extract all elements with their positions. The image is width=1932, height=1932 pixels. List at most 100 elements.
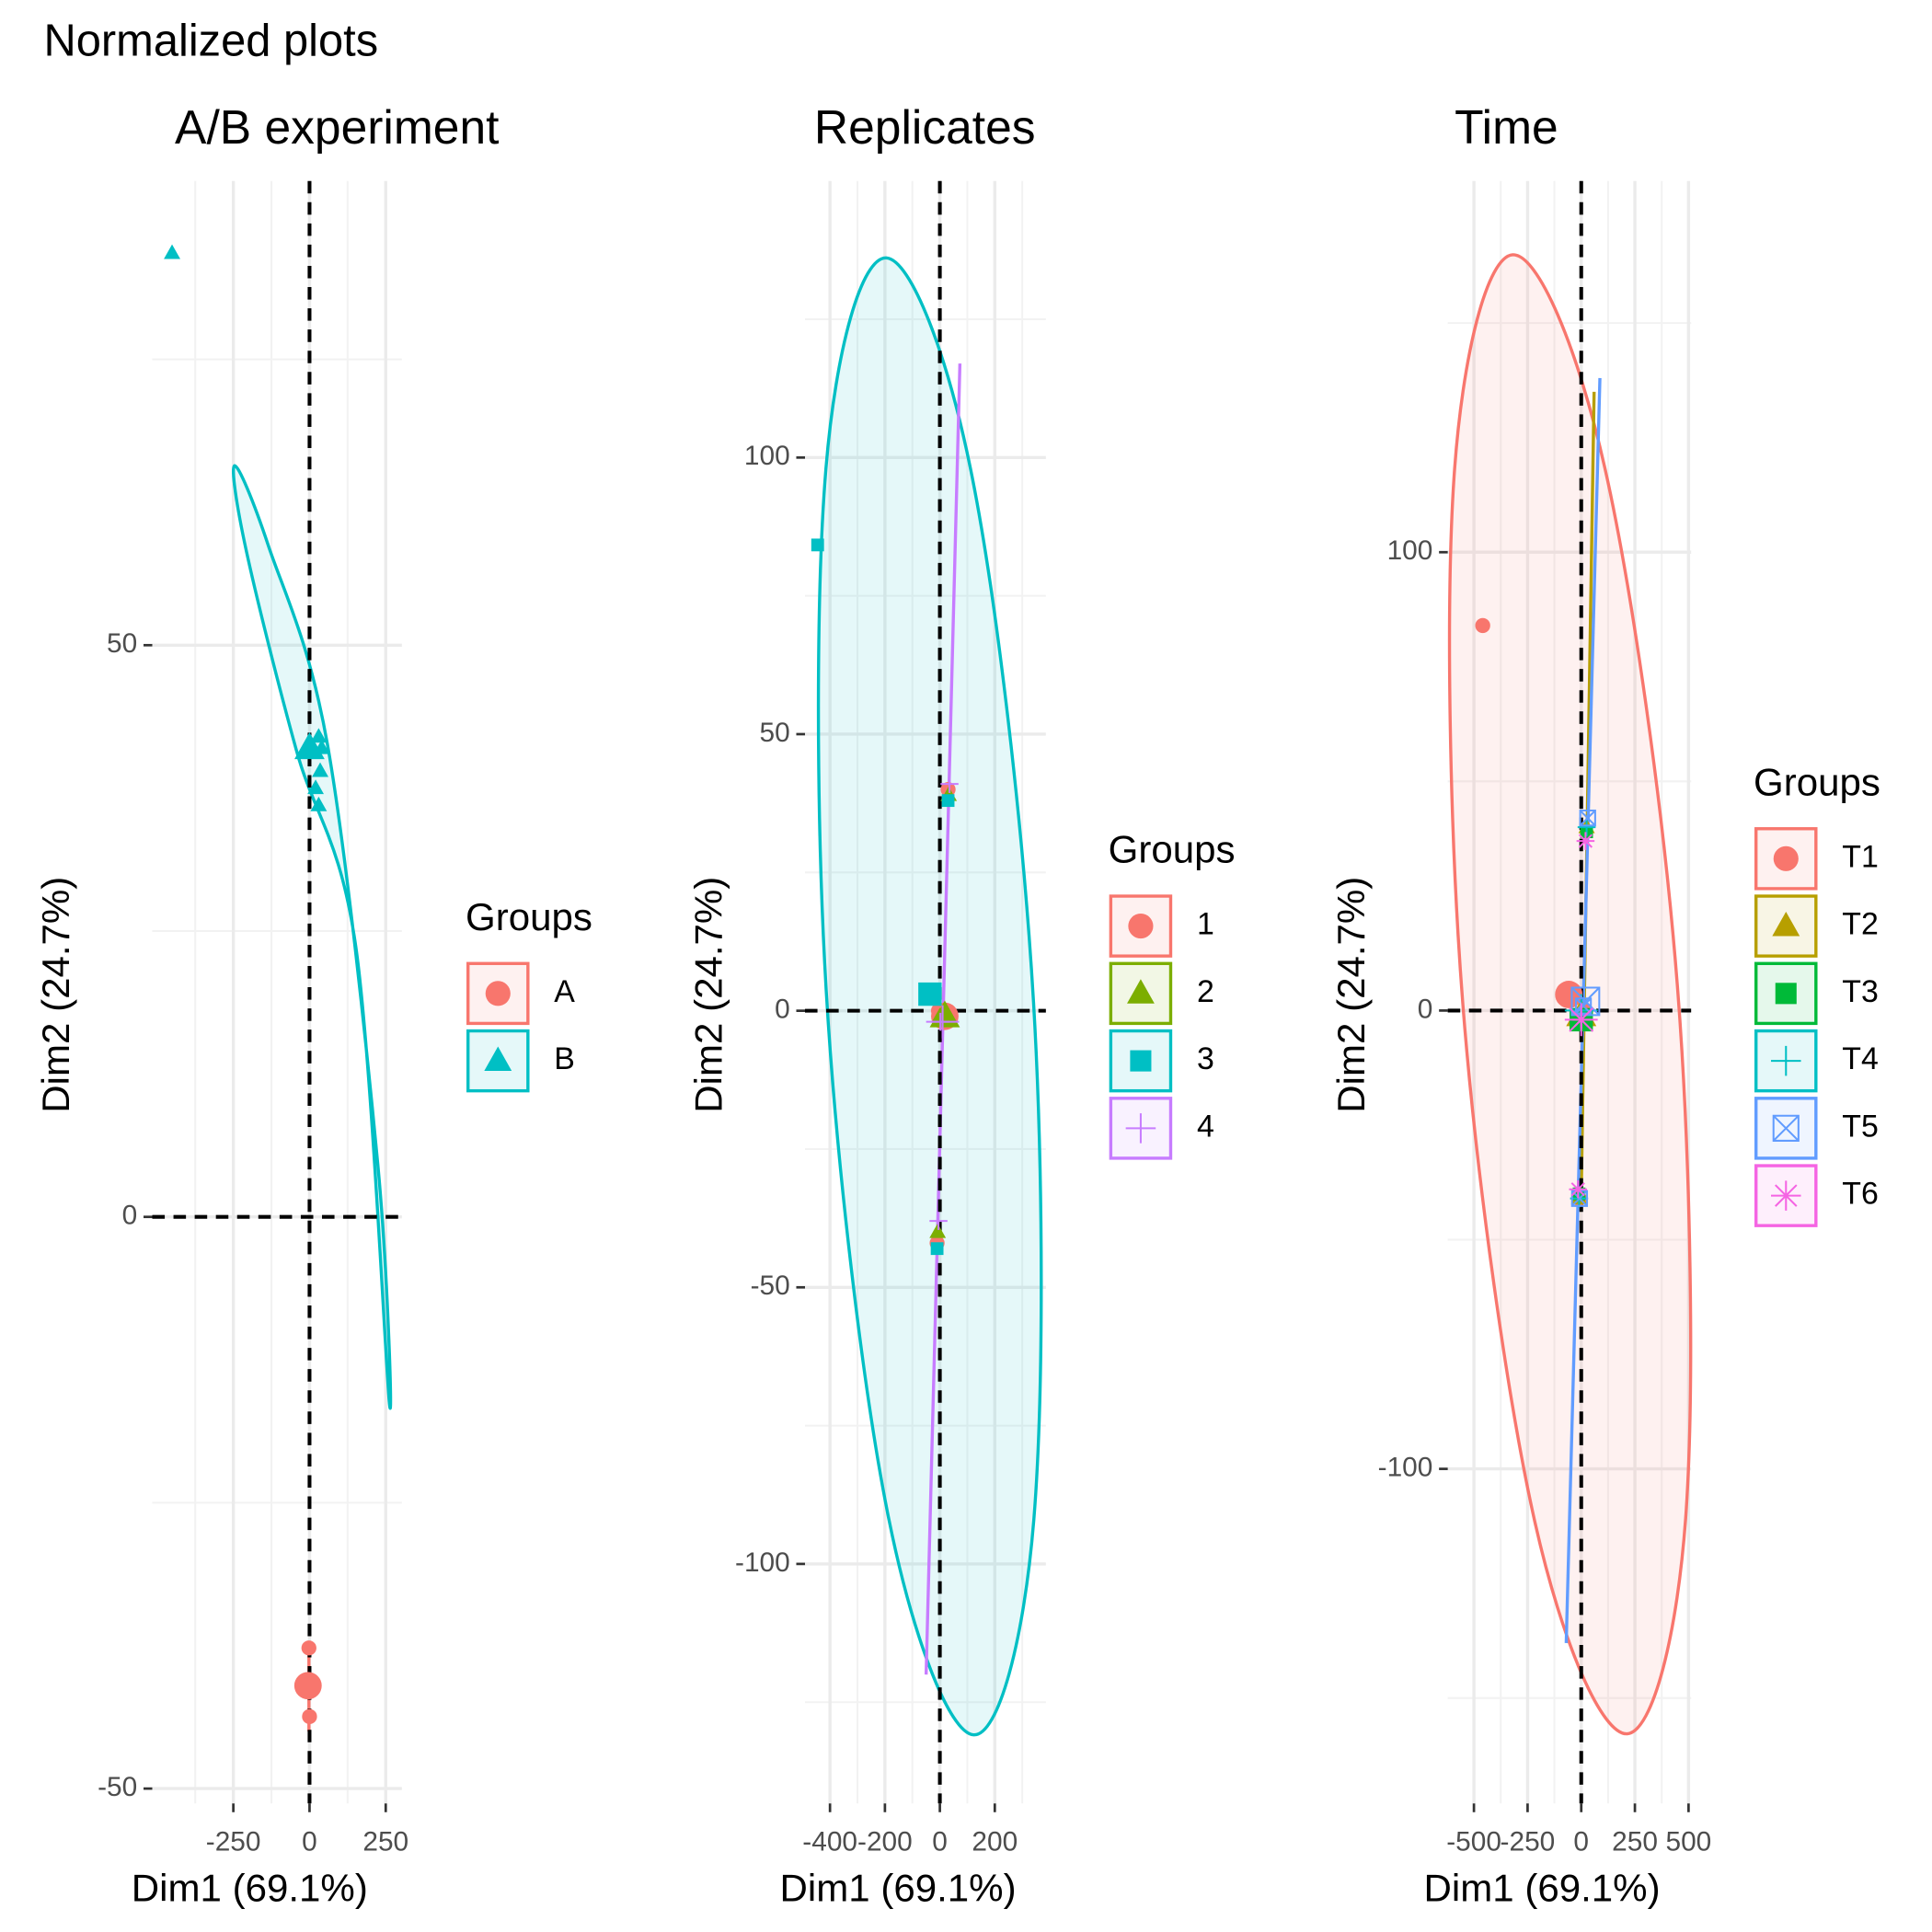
panel-title: Replicates xyxy=(814,100,1036,154)
legend-key xyxy=(1754,961,1818,1026)
legend-symbol-shape xyxy=(1775,983,1797,1005)
y-tick-label: 100 xyxy=(744,441,790,471)
point xyxy=(302,1708,317,1724)
legend-label: T3 xyxy=(1842,974,1879,1009)
centroid-shape xyxy=(926,1005,960,1039)
legend-symbol xyxy=(1775,983,1797,1005)
legend-label: B xyxy=(554,1041,575,1076)
point xyxy=(811,538,824,552)
point xyxy=(929,1212,948,1230)
point xyxy=(301,1640,316,1656)
point-shape xyxy=(1579,810,1596,827)
point-shape xyxy=(811,538,824,552)
y-tick-label: 50 xyxy=(760,718,790,748)
legend-symbol-shape xyxy=(1773,845,1799,871)
legend-symbol-shape xyxy=(485,981,511,1006)
y-tick-label: 0 xyxy=(775,995,790,1025)
legend-symbol-shape xyxy=(1128,914,1154,939)
legend-label: T1 xyxy=(1842,839,1879,874)
legend-label: A xyxy=(554,974,575,1009)
x-tick-label: -200 xyxy=(857,1827,913,1857)
x-tick-label: 500 xyxy=(1665,1827,1711,1857)
legend-symbol xyxy=(1771,1180,1801,1211)
x-tick-label: 0 xyxy=(302,1827,317,1857)
point-shape xyxy=(1574,997,1593,1015)
legend-label: T4 xyxy=(1842,1041,1879,1076)
x-tick-label: 200 xyxy=(972,1827,1018,1857)
y-axis-label: Dim2 (24.7%) xyxy=(34,877,77,1113)
centroid xyxy=(293,1672,322,1700)
point-shape xyxy=(940,775,959,793)
x-tick-label: 0 xyxy=(932,1827,948,1857)
centroid-shape xyxy=(1570,986,1601,1017)
y-tick-label: -50 xyxy=(751,1271,790,1301)
x-axis-label: Dim1 (69.1%) xyxy=(780,1866,1017,1909)
legend-symbol xyxy=(484,1046,512,1071)
point xyxy=(1569,1179,1588,1199)
point-shape xyxy=(310,796,328,811)
point-shape xyxy=(301,1640,316,1656)
point xyxy=(310,796,328,811)
x-tick-label: -400 xyxy=(802,1827,857,1857)
y-tick-label: 50 xyxy=(107,628,137,659)
point xyxy=(164,244,180,259)
x-tick-label: -250 xyxy=(1501,1827,1556,1857)
x-tick-label: 0 xyxy=(1573,1827,1589,1857)
y-axis-label: Dim2 (24.7%) xyxy=(1329,877,1373,1113)
point-shape xyxy=(312,762,328,777)
point xyxy=(940,775,959,793)
panel: -250 0 250 -50 0 50 A/B experiment Dim1 (69.1%)… xyxy=(34,100,592,1909)
point-shape xyxy=(307,779,325,795)
legend-symbol xyxy=(1771,1045,1801,1076)
y-tick-label: -50 xyxy=(98,1772,137,1802)
panel-title: Time xyxy=(1455,100,1558,154)
confidence-ellipse xyxy=(231,464,393,1410)
point xyxy=(1579,810,1596,827)
x-tick-label: -500 xyxy=(1446,1827,1501,1857)
point-shape xyxy=(1475,617,1490,634)
legend-symbol-shape xyxy=(484,1046,512,1071)
centroid xyxy=(294,731,325,760)
legend-symbol-shape xyxy=(1772,911,1800,937)
y-axis-label: Dim2 (24.7%) xyxy=(686,877,730,1113)
x-tick-label: 250 xyxy=(1612,1827,1658,1857)
y-tick-label: 100 xyxy=(1387,535,1433,566)
legend-symbol-shape xyxy=(1772,1114,1800,1142)
point xyxy=(307,779,325,795)
legend-symbol xyxy=(1125,1113,1156,1144)
centroid-shape xyxy=(293,1672,322,1700)
centroid xyxy=(1564,1003,1598,1037)
legend-label: 3 xyxy=(1197,1041,1214,1076)
point xyxy=(312,762,328,777)
x-tick-label: -250 xyxy=(206,1827,261,1857)
legend-symbol xyxy=(1127,979,1155,1004)
point xyxy=(310,728,328,743)
point-shape xyxy=(929,1223,947,1238)
legend-symbol-shape xyxy=(1125,1113,1156,1144)
panel: -400 -200 0 200 -100 -50 0 50 100 Replicates Dim1 … xyxy=(686,100,1235,1909)
point-shape xyxy=(164,244,180,259)
point xyxy=(1574,997,1593,1015)
point-shape xyxy=(1577,818,1596,836)
legend-symbol-shape xyxy=(1130,1050,1152,1072)
y-tick-label: -100 xyxy=(1378,1452,1433,1482)
y-tick-label: -100 xyxy=(735,1547,790,1578)
y-tick-label: 0 xyxy=(122,1201,138,1231)
legend-symbol xyxy=(1772,1114,1800,1142)
legend-label: 1 xyxy=(1197,907,1214,942)
legend-symbol xyxy=(1130,1050,1152,1072)
legend-title: Groups xyxy=(466,895,592,938)
point-shape xyxy=(1569,1179,1588,1199)
centroid xyxy=(926,1005,960,1039)
legend-label: T6 xyxy=(1842,1177,1879,1212)
x-axis-label: Dim1 (69.1%) xyxy=(132,1866,368,1909)
point-shape xyxy=(941,794,955,808)
point-shape xyxy=(1576,832,1595,850)
centroid-shape xyxy=(929,1000,960,1028)
legend-symbol-shape xyxy=(1771,1180,1801,1211)
point-shape xyxy=(310,728,328,743)
legend-label: T2 xyxy=(1842,907,1879,942)
legend-title: Groups xyxy=(1109,828,1236,871)
centroid xyxy=(1570,986,1601,1017)
